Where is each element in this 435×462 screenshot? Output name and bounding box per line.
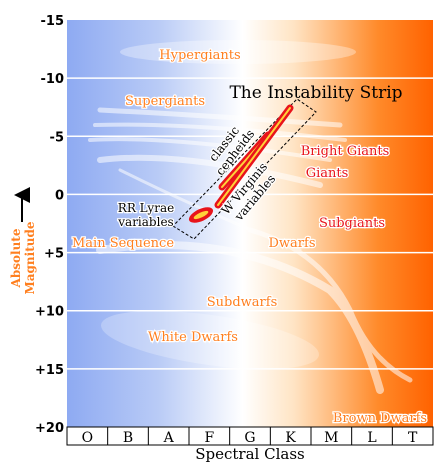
y-axis-label: Absolute [9,228,23,288]
region-label: Subdwarfs [207,295,278,310]
spectral-class: K [285,430,296,446]
hr-diagram: The Instability Strip Hypergiants Superg… [0,0,435,462]
variable-label: RR Lyrae [118,201,174,215]
region-label: White Dwarfs [148,330,238,345]
y-axis-label: Magnitude [23,221,37,294]
spectral-class: A [163,430,175,446]
region-label: Hypergiants [159,48,240,63]
variable-label: variables [117,215,173,229]
y-tick-label: +10 [35,305,64,320]
region-label: Supergiants [125,94,205,109]
region-label: Subgiants [319,216,385,231]
region-label: Main Sequence [72,236,174,251]
region-label: Bright Giants [301,144,390,159]
y-tick-label: 0 [55,188,64,203]
spectral-class: L [367,430,376,446]
x-axis-label: Spectral Class [195,445,304,462]
y-tick-label: +5 [44,247,64,262]
region-label: Giants [306,166,349,181]
spectral-class: T [408,430,418,446]
spectral-class: M [324,430,338,446]
spectral-class: F [204,430,214,446]
title: The Instability Strip [229,83,402,103]
spectral-class: G [244,430,255,446]
region-label: Brown Dwarfs [333,411,427,426]
y-tick-label: +20 [35,421,64,436]
spectral-class: O [82,430,93,446]
y-tick-label: -10 [41,72,65,87]
y-tick-label: -5 [50,130,64,145]
y-tick-label: -15 [41,14,65,29]
y-tick-label: +15 [35,363,64,378]
spectral-class: B [123,430,133,446]
region-label: Dwarfs [269,236,316,251]
